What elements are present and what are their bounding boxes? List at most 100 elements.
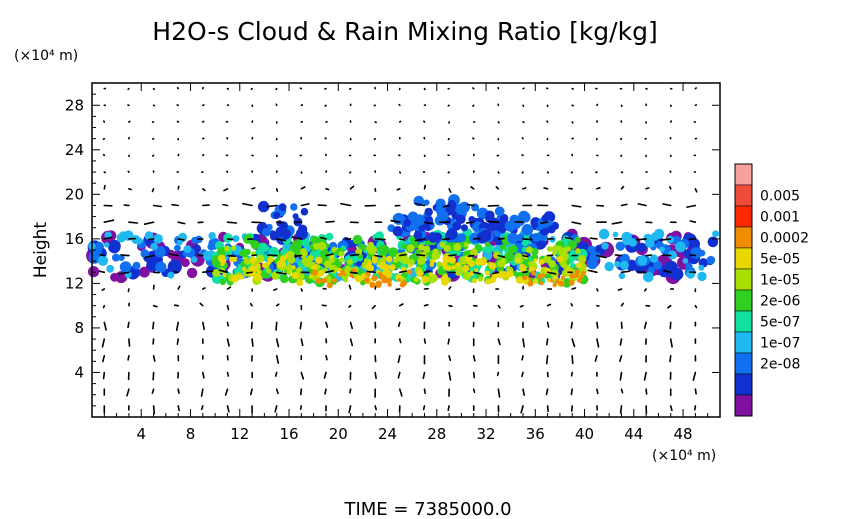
- cloud-cell: [429, 262, 435, 267]
- wind-arrow: [176, 338, 179, 346]
- cloud-cell: [291, 265, 296, 270]
- cloud-cell: [527, 280, 534, 287]
- cloud-cell: [439, 241, 446, 248]
- cloud-cell: [264, 272, 271, 279]
- cloud-cell: [477, 276, 484, 282]
- wind-arrow: [218, 269, 229, 274]
- y-tick-label: 20: [65, 185, 84, 203]
- y-axis-label: Height: [31, 222, 51, 279]
- cloud-cell: [355, 275, 363, 283]
- wind-arrow: [694, 388, 697, 395]
- cloud-cell: [301, 250, 308, 257]
- cloud-cell: [516, 276, 524, 284]
- wind-arrow: [497, 304, 501, 309]
- cloud-cell: [518, 210, 530, 223]
- cloud-cell: [525, 246, 533, 254]
- wind-arrow: [497, 121, 500, 124]
- cloud-cell: [202, 250, 213, 261]
- cloud-cell: [516, 233, 525, 242]
- wind-arrow: [300, 288, 304, 292]
- wind-arrow: [620, 388, 624, 394]
- wind-arrow: [635, 238, 647, 241]
- wind-arrow: [620, 270, 631, 274]
- colorbar-segment: [734, 394, 753, 417]
- wind-arrow: [423, 338, 427, 344]
- wind-arrow: [101, 338, 106, 348]
- cloud-cell: [155, 261, 167, 273]
- cloud-cell: [392, 212, 405, 225]
- cloud-cell: [387, 282, 392, 287]
- cloud-cell: [519, 263, 525, 269]
- wind-arrow: [324, 388, 327, 395]
- cloud-cell: [587, 245, 596, 254]
- wind-arrow: [466, 203, 475, 207]
- cloud-cell: [231, 245, 237, 251]
- wind-arrow: [571, 287, 577, 290]
- wind-arrow: [200, 405, 204, 411]
- cloud-cell: [480, 259, 487, 266]
- wind-arrow: [250, 388, 253, 396]
- wind-arrow: [442, 204, 450, 208]
- wind-arrow: [173, 270, 179, 274]
- x-tick-label: 28: [427, 425, 446, 443]
- wind-arrow: [128, 221, 139, 224]
- wind-arrow: [151, 154, 155, 157]
- wind-arrow: [152, 321, 155, 330]
- cloud-cell: [344, 265, 352, 273]
- cloud-cell: [331, 246, 337, 252]
- colorbar-segment: [734, 247, 753, 270]
- x-tick-label: 12: [230, 425, 249, 443]
- wind-arrow: [275, 188, 279, 192]
- cloud-cell: [366, 264, 375, 272]
- cloud-cell: [531, 270, 537, 276]
- wind-arrow: [103, 321, 107, 331]
- colorbar: 0.005 0.001 0.0002 5e-05 1e-05 2e-06 5e-07 1e-0…: [734, 163, 809, 417]
- wind-arrow: [152, 204, 162, 208]
- cloud-cell: [460, 224, 468, 232]
- cloud-cell: [457, 233, 467, 242]
- cloud-cell: [427, 274, 437, 284]
- wind-arrow: [694, 87, 698, 90]
- wind-arrow: [374, 254, 383, 258]
- wind-arrow: [422, 405, 426, 411]
- cloud-cell: [231, 274, 239, 283]
- cloud-cell: [153, 234, 163, 244]
- cloud-cell: [332, 278, 337, 283]
- cloud-cell: [310, 235, 320, 245]
- cloud-cell: [561, 275, 565, 280]
- cloud-cell: [389, 264, 396, 271]
- colorbar-label: 1e-07: [760, 336, 800, 352]
- cloud-cell: [645, 238, 655, 248]
- wind-arrow: [374, 405, 378, 411]
- wind-arrow: [251, 120, 254, 123]
- wind-arrow: [152, 304, 158, 308]
- cloud-cell: [615, 241, 625, 251]
- colorbar-segment: [734, 310, 753, 333]
- cloud-cell: [303, 257, 310, 265]
- cloud-cell: [446, 228, 458, 240]
- cloud-cell: [471, 278, 477, 284]
- cloud-cell: [454, 267, 464, 277]
- cloud-cell: [267, 256, 274, 263]
- cloud-field: [86, 194, 720, 289]
- wind-arrow: [415, 253, 426, 257]
- cloud-cell: [340, 269, 346, 275]
- wind-arrow: [99, 253, 106, 257]
- wind-arrow: [171, 203, 179, 207]
- cloud-cell: [417, 244, 425, 251]
- colorbar-label: 2e-06: [760, 294, 800, 310]
- cloud-cell: [136, 237, 143, 245]
- wind-arrow: [226, 286, 232, 290]
- cloud-cell: [186, 267, 198, 279]
- colorbar-label: 2e-08: [760, 357, 800, 373]
- cloud-cell: [698, 264, 705, 271]
- wind-arrow: [275, 354, 280, 364]
- cloud-cell: [352, 234, 363, 245]
- colorbar-segment: [734, 331, 753, 354]
- cloud-cell: [550, 279, 554, 283]
- cloud-cell: [281, 261, 287, 267]
- wind-arrow: [545, 388, 549, 396]
- cloud-cell: [190, 256, 198, 263]
- wind-arrow: [144, 254, 155, 259]
- wind-arrow: [340, 202, 352, 207]
